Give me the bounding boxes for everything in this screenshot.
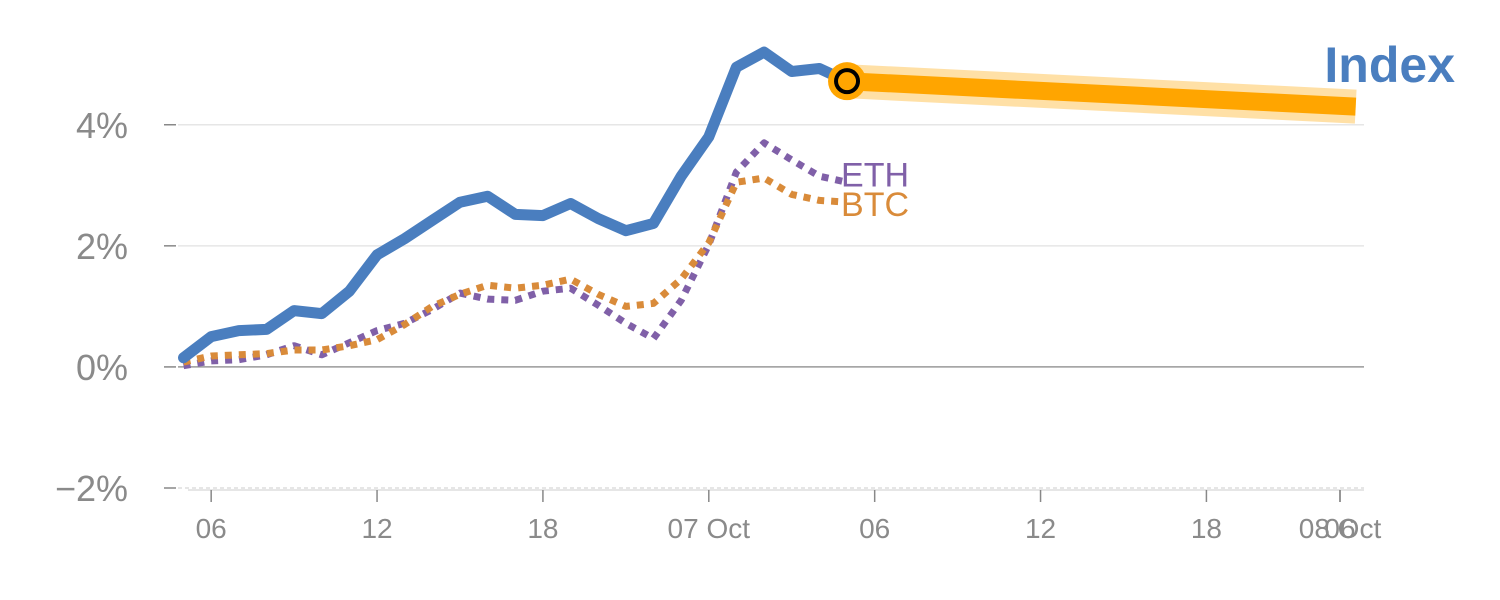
btc-series-label: BTC — [841, 186, 909, 224]
y-tick-label: −2% — [55, 468, 128, 509]
eth-series-label: ETH — [841, 156, 909, 194]
x-tick-label: 18 — [1191, 513, 1222, 544]
eth-series — [182, 139, 848, 370]
x-tick-label: 06 — [859, 513, 890, 544]
y-tick-label: 4% — [76, 105, 128, 146]
current-value-marker — [828, 62, 867, 101]
marker-halo — [828, 62, 867, 101]
index-series — [178, 46, 853, 364]
x-tick-label: 08 Oct — [1299, 513, 1382, 544]
index-line — [178, 46, 853, 364]
eth-line — [182, 139, 848, 370]
forecast-series — [846, 64, 1357, 124]
x-tick-label: 06 — [196, 513, 227, 544]
x-tick-label: 06 — [1324, 513, 1355, 544]
marker-ring — [834, 68, 861, 95]
forecast-line — [846, 72, 1357, 116]
btc-line — [182, 174, 848, 366]
x-tick-label: 07 Oct — [668, 513, 751, 544]
y-tick-label: 2% — [76, 226, 128, 267]
x-tick-label: 12 — [1025, 513, 1056, 544]
btc-series — [182, 174, 848, 366]
x-tick-label: 12 — [361, 513, 392, 544]
y-tick-label: 0% — [76, 347, 128, 388]
x-tick-label: 18 — [527, 513, 558, 544]
y-axis: 4% 2% 0% −2% — [55, 105, 1364, 509]
chart-title: Index — [1324, 37, 1455, 93]
